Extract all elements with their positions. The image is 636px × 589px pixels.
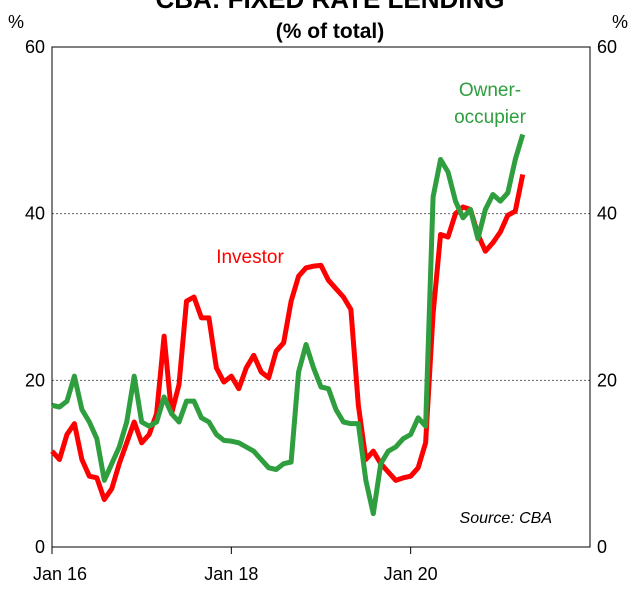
y-unit: % [8, 12, 24, 32]
y2-tick-label: 20 [597, 370, 617, 390]
y-tick-label: 0 [35, 537, 45, 557]
series-label: Owner-occupier [454, 80, 526, 128]
y-tick-label: 20 [25, 370, 45, 390]
chart-subtitle: (% of total) [276, 20, 384, 43]
y2-tick-label: 40 [597, 204, 617, 224]
series-line [51, 133, 526, 517]
series-label: Investor [216, 247, 284, 268]
source: Source: CBA [460, 510, 552, 527]
chart-title: CBA: FIXED RATE LENDING [155, 0, 504, 14]
y2-tick-label: 60 [597, 37, 617, 57]
x-tick-label: Jan 16 [33, 564, 87, 584]
x-tick-label: Jan 18 [204, 564, 258, 584]
plot-frame [51, 46, 591, 548]
y2-tick-label: 0 [597, 537, 607, 557]
y-tick-label: 40 [25, 204, 45, 224]
y-tick-label: 60 [25, 37, 45, 57]
series-line [50, 174, 526, 502]
y2-unit: % [612, 12, 628, 32]
x-tick-label: Jan 20 [384, 564, 438, 584]
